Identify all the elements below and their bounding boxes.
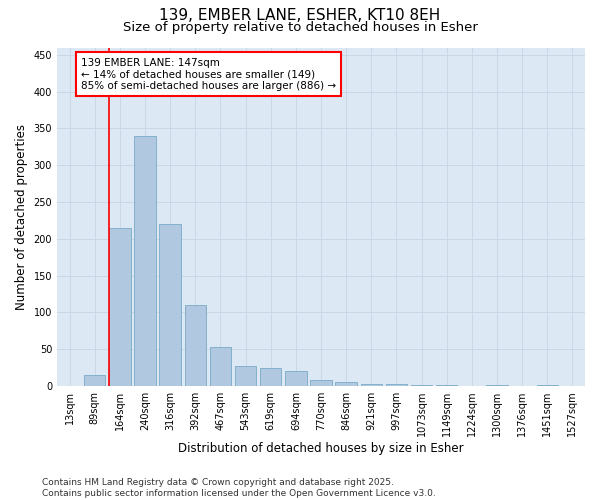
X-axis label: Distribution of detached houses by size in Esher: Distribution of detached houses by size … <box>178 442 464 455</box>
Bar <box>310 380 332 386</box>
Bar <box>335 382 357 386</box>
Text: 139, EMBER LANE, ESHER, KT10 8EH: 139, EMBER LANE, ESHER, KT10 8EH <box>160 8 440 22</box>
Bar <box>109 228 131 386</box>
Bar <box>210 347 231 386</box>
Y-axis label: Number of detached properties: Number of detached properties <box>15 124 28 310</box>
Bar <box>285 371 307 386</box>
Bar <box>361 384 382 386</box>
Bar <box>160 224 181 386</box>
Bar <box>84 375 106 386</box>
Text: Contains HM Land Registry data © Crown copyright and database right 2025.
Contai: Contains HM Land Registry data © Crown c… <box>42 478 436 498</box>
Bar <box>235 366 256 386</box>
Bar <box>487 385 508 386</box>
Text: 139 EMBER LANE: 147sqm
← 14% of detached houses are smaller (149)
85% of semi-de: 139 EMBER LANE: 147sqm ← 14% of detached… <box>81 58 336 91</box>
Bar <box>536 385 558 386</box>
Bar <box>436 385 457 386</box>
Bar <box>386 384 407 386</box>
Bar <box>134 136 156 386</box>
Text: Size of property relative to detached houses in Esher: Size of property relative to detached ho… <box>122 21 478 34</box>
Bar <box>260 368 281 386</box>
Bar <box>411 385 432 386</box>
Bar <box>185 305 206 386</box>
